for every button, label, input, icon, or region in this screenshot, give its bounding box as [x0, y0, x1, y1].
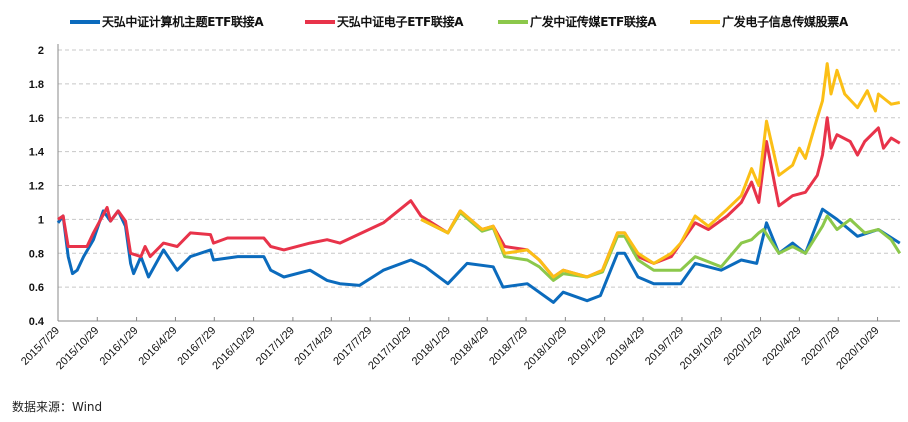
y-tick-label: 0.8 [29, 248, 44, 260]
x-tick-label: 2019/4/29 [604, 325, 647, 368]
legend-item: 广发中证传媒ETF联接A [498, 13, 657, 30]
legend-item: 天弘中证电子ETF联接A [305, 13, 464, 30]
legend-swatch [70, 19, 100, 24]
legend-label: 广发中证传媒ETF联接A [530, 15, 657, 29]
y-tick-label: 1 [38, 214, 44, 226]
legend-item: 广发电子信息传媒股票A [690, 13, 848, 30]
x-tick-label: 2020/1/29 [722, 325, 765, 368]
legend-swatch [690, 19, 720, 24]
y-tick-label: 2 [38, 45, 44, 57]
y-tick-label: 1.2 [29, 181, 44, 193]
x-tick-label: 2018/10/29 [522, 325, 569, 372]
legend: 天弘中证计算机主题ETF联接A 天弘中证电子ETF联接A 广发中证传媒ETF联接… [0, 13, 908, 33]
y-tick-label: 1.4 [29, 147, 45, 159]
series-line [56, 207, 901, 304]
x-tick-label: 2016/1/29 [98, 325, 141, 368]
x-tick-label: 2019/1/29 [566, 325, 609, 368]
x-tick-label: 2016/4/29 [136, 325, 179, 368]
legend-label: 天弘中证计算机主题ETF联接A [102, 15, 264, 29]
legend-label: 天弘中证电子ETF联接A [337, 15, 464, 29]
legend-item: 天弘中证计算机主题ETF联接A [70, 13, 264, 30]
x-tick-label: 2017/10/29 [366, 325, 413, 372]
legend-swatch [305, 19, 335, 24]
x-tick-label: 2017/4/29 [292, 325, 335, 368]
legend-swatch [498, 19, 528, 24]
y-tick-label: 0.6 [29, 282, 44, 294]
x-tick-label: 2018/4/29 [448, 325, 491, 368]
x-tick-label: 2016/10/29 [210, 325, 257, 372]
y-tick-label: 0.4 [29, 316, 45, 328]
legend-label: 广发电子信息传媒股票A [722, 15, 848, 29]
x-tick-label: 2020/4/29 [760, 325, 803, 368]
data-source-note: 数据来源：Wind [12, 400, 103, 414]
series-line [420, 211, 902, 282]
x-tick-label: 2015/10/29 [54, 325, 101, 372]
y-tick-label: 1.8 [29, 79, 44, 91]
x-tick-label: 2018/1/29 [410, 325, 453, 368]
x-tick-label: 2020/10/29 [834, 325, 881, 372]
y-tick-label: 1.6 [29, 113, 44, 125]
series-line [420, 62, 901, 279]
x-tick-label: 2017/1/29 [254, 325, 297, 368]
series-line [57, 116, 901, 279]
x-tick-label: 2019/10/29 [678, 325, 725, 372]
